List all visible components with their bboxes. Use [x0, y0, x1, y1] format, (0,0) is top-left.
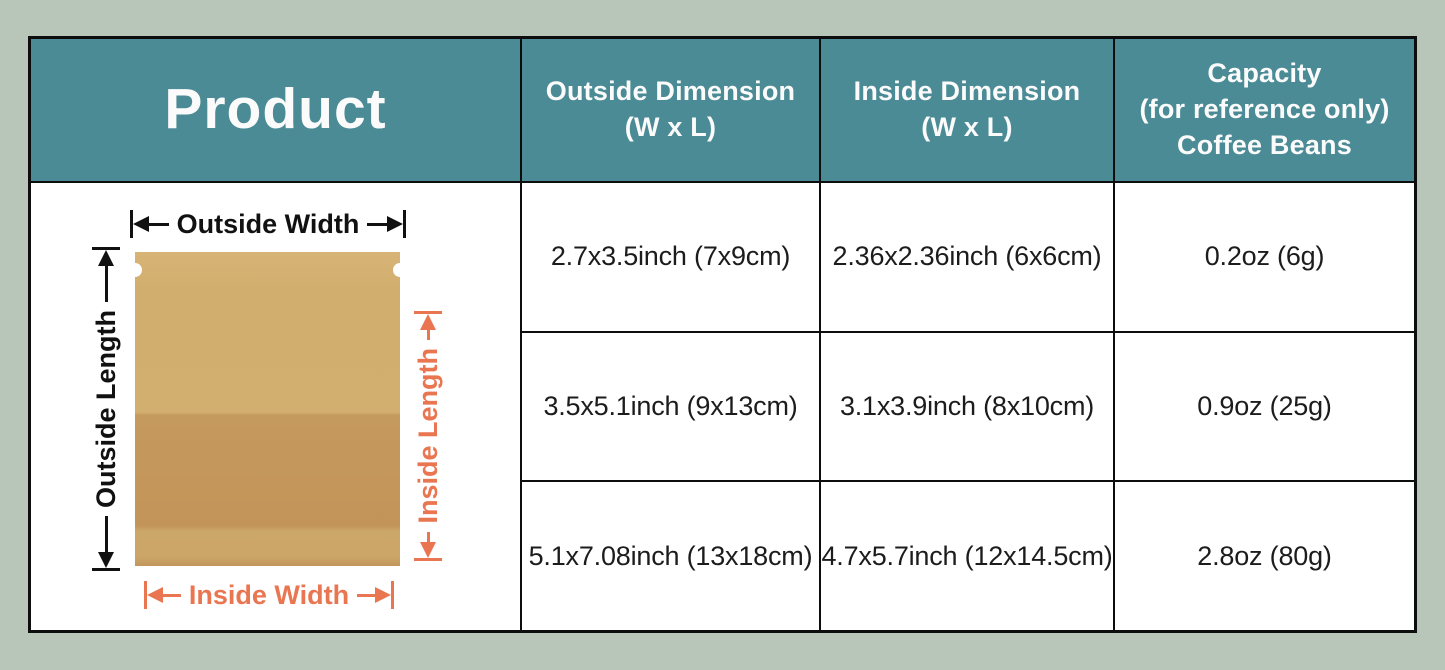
dimension-line [104, 266, 108, 302]
header-inside-dimension: Inside Dimension (W x L) [821, 39, 1113, 181]
header-outside-dimension: Outside Dimension (W x L) [522, 39, 819, 181]
outside-width-dimension: Outside Width [130, 210, 406, 238]
dimension-line [426, 330, 430, 341]
inside-length-label: Inside Length [412, 348, 443, 524]
product-diagram-cell: Outside Width Outside Length Inside Leng… [31, 183, 520, 630]
header-capacity-line1: Capacity [1207, 58, 1322, 89]
product-dimension-table: Product Outside Dimension (W x L) Inside… [28, 36, 1417, 633]
dimension-line [149, 222, 169, 226]
table-cell-outside-row1: 2.7x3.5inch (7x9cm) [522, 183, 819, 331]
table-cell-inside-row1: 2.36x2.36inch (6x6cm) [821, 183, 1113, 331]
table-cell-inside-row2: 3.1x3.9inch (8x10cm) [821, 332, 1113, 481]
dimension-line [367, 222, 387, 226]
inside-width-label: Inside Width [188, 579, 350, 610]
header-product: Product [31, 39, 520, 181]
header-capacity: Capacity (for reference only) Coffee Bea… [1115, 39, 1414, 181]
table-cell-inside-row3: 4.7x5.7inch (12x14.5cm) [821, 482, 1113, 630]
header-inside-line2: (W x L) [921, 112, 1013, 142]
header-product-title: Product [164, 77, 387, 142]
header-inside-line1: Inside Dimension [853, 76, 1081, 107]
header-capacity-line2: (for reference only) [1139, 94, 1390, 125]
arrow-up-icon [420, 314, 436, 330]
arrow-down-icon [98, 552, 114, 568]
arrow-up-icon [98, 250, 114, 266]
tear-notch-right [393, 263, 407, 277]
arrow-left-icon [133, 216, 149, 232]
table-cell-capacity-row1: 0.2oz (6g) [1115, 183, 1414, 331]
header-outside-line2: (W x L) [624, 112, 717, 142]
dimension-line [426, 531, 430, 542]
table-cell-capacity-row3: 2.8oz (80g) [1115, 482, 1414, 630]
dimension-tick [144, 581, 147, 609]
dimension-tick [403, 210, 406, 238]
outside-width-label: Outside Width [176, 208, 360, 239]
dimension-line [104, 516, 108, 552]
dimension-line [357, 593, 375, 597]
table-cell-outside-row3: 5.1x7.08inch (13x18cm) [522, 482, 819, 630]
tear-notch-left [128, 263, 142, 277]
inside-length-dimension: Inside Length [412, 311, 443, 561]
dimension-tick [92, 568, 120, 571]
kraft-bag-image [128, 252, 407, 566]
dimension-tick [391, 581, 394, 609]
header-outside-line1: Outside Dimension [545, 76, 796, 107]
inside-width-dimension: Inside Width [144, 581, 394, 609]
dimension-line [163, 593, 181, 597]
dimension-tick [92, 247, 120, 250]
dimension-tick [414, 558, 442, 561]
header-capacity-line3: Coffee Beans [1177, 129, 1352, 160]
arrow-right-icon [387, 216, 403, 232]
dimension-tick [414, 311, 442, 314]
outside-length-label: Outside Length [90, 310, 121, 508]
arrow-down-icon [420, 542, 436, 558]
dimension-tick [130, 210, 133, 238]
table-cell-capacity-row2: 0.9oz (25g) [1115, 332, 1414, 481]
outside-length-dimension: Outside Length [90, 247, 121, 571]
arrow-right-icon [375, 587, 391, 603]
table-cell-outside-row2: 3.5x5.1inch (9x13cm) [522, 332, 819, 481]
arrow-left-icon [147, 587, 163, 603]
